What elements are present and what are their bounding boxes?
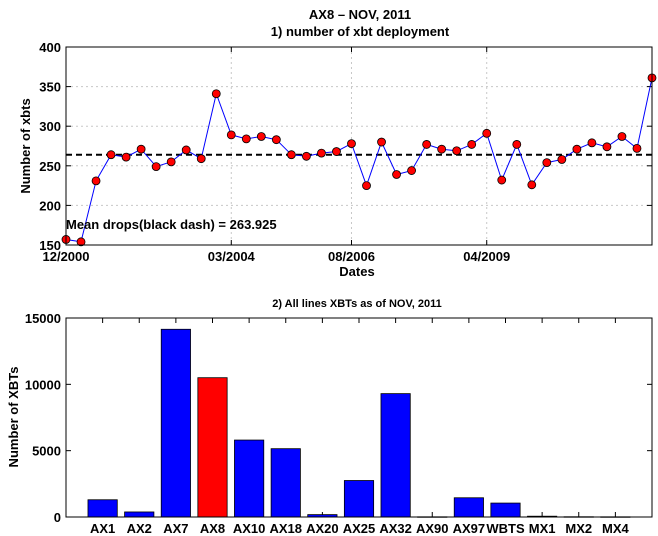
data-point (226, 130, 236, 140)
x-tick-label: MX4 (602, 521, 630, 536)
data-point (482, 128, 492, 138)
data-point (377, 137, 386, 147)
data-point (347, 139, 356, 149)
x-tick-label: WBTS (486, 521, 525, 536)
bar-chart-title: 2) All lines XBTs as of NOV, 2011 (272, 298, 442, 310)
x-tick-label: AX32 (379, 521, 412, 536)
data-point (76, 237, 86, 247)
data-point (241, 134, 251, 144)
x-tick-label: 03/2004 (208, 249, 256, 264)
x-tick-label: AX20 (306, 521, 339, 536)
data-point (527, 180, 537, 190)
data-point (422, 140, 432, 149)
data-point (151, 162, 161, 171)
y-tick-label: 300 (39, 119, 61, 134)
x-tick-label: AX90 (416, 521, 449, 536)
x-tick-label: 08/2006 (328, 249, 375, 264)
y-tick-label: 200 (39, 198, 61, 213)
bar-chart-ylabel: Number of XBTs (6, 367, 21, 468)
data-point (632, 143, 642, 153)
mean-annotation: Mean drops(black dash) = 263.925 (66, 217, 277, 232)
data-point (437, 144, 447, 154)
data-point (166, 157, 176, 167)
x-tick-label: AX1 (90, 521, 115, 536)
line-chart-title: AX8 – NOV, 2011 (309, 7, 411, 22)
data-point (106, 150, 116, 160)
line-chart-xlabel: Dates (339, 264, 374, 279)
x-tick-label: AX8 (200, 521, 225, 536)
y-tick-label: 10000 (25, 377, 61, 392)
data-point (512, 140, 522, 149)
data-point (572, 144, 582, 154)
bar (453, 497, 484, 518)
bar (160, 328, 191, 518)
y-tick-label: 150 (39, 238, 61, 253)
data-point (211, 89, 221, 99)
data-point (271, 135, 281, 145)
data-point (542, 158, 552, 168)
y-tick-label: 15000 (25, 311, 61, 326)
data-point (121, 152, 131, 162)
x-tick-label: AX18 (269, 521, 302, 536)
data-point (286, 150, 296, 160)
data-point (91, 176, 101, 186)
bar-chart: 2) All lines XBTs as of NOV, 2011 0 5000 1… (6, 298, 653, 536)
data-point (452, 146, 462, 156)
bar (197, 377, 228, 518)
x-tick-label: AX97 (453, 521, 486, 536)
x-tick-label: AX7 (163, 521, 188, 536)
x-tick-label: AX10 (233, 521, 266, 536)
data-point (256, 132, 266, 141)
bars (87, 328, 631, 518)
y-tick-label: 250 (39, 159, 61, 174)
data-point (302, 151, 311, 161)
y-tick-label: 0 (54, 510, 61, 525)
data-point (467, 140, 477, 149)
data-point (136, 144, 146, 154)
data-point (602, 142, 612, 152)
x-tick-label: AX25 (343, 521, 376, 536)
data-point (196, 154, 206, 164)
bar (87, 499, 118, 518)
line-chart: AX8 – NOV, 2011 1) number of xbt deploym… (18, 7, 657, 279)
data-point (392, 170, 401, 179)
bar (343, 480, 375, 518)
line-chart-ylabel: Number of xbts (18, 98, 33, 193)
series-markers (61, 73, 657, 247)
data-point (557, 155, 567, 164)
data-point (407, 166, 416, 175)
line-chart-grid (66, 47, 652, 245)
bar (380, 393, 411, 518)
data-point (332, 147, 341, 156)
bar (270, 448, 301, 518)
bar-chart-frame (65, 317, 653, 518)
bar-chart-ticks: 0 5000 10000 15000 AX1 AX2 AX7 AX8 AX10 AX18 AX20 A… (25, 311, 652, 536)
x-tick-label: MX1 (529, 521, 556, 536)
series-line (65, 77, 653, 243)
line-chart-frame (65, 46, 653, 246)
data-point (617, 132, 627, 141)
x-tick-label: 12/2000 (43, 249, 90, 264)
line-chart-subtitle: 1) number of xbt deployment (271, 24, 450, 39)
bar (490, 502, 521, 518)
y-tick-label: 350 (39, 80, 61, 95)
data-point (497, 175, 507, 185)
x-tick-label: MX2 (565, 521, 592, 536)
y-tick-label: 400 (39, 40, 61, 55)
data-point (181, 145, 191, 155)
data-point (587, 138, 597, 148)
data-point (362, 181, 371, 191)
bar (124, 511, 155, 518)
bar (234, 439, 265, 518)
x-tick-label: 04/2009 (463, 249, 510, 264)
data-point (317, 148, 326, 158)
y-tick-label: 5000 (32, 444, 61, 459)
x-tick-label: AX2 (127, 521, 152, 536)
line-chart-ticks: 150 200 250 300 350 400 12/2000 03/2004 08/2006 0… (39, 40, 652, 264)
